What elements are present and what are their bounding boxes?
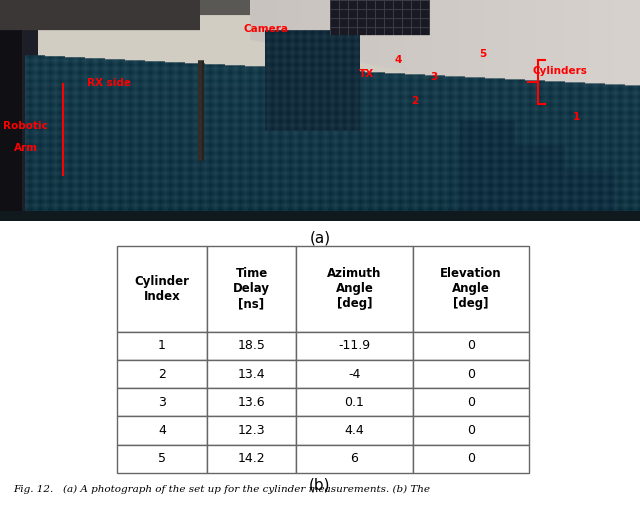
Text: Fig. 12.   (a) A photograph of the set up for the cylinder measurements. (b) The: Fig. 12. (a) A photograph of the set up … xyxy=(13,485,430,494)
Text: 4: 4 xyxy=(394,55,402,65)
Text: TX: TX xyxy=(358,69,374,79)
Text: RX side: RX side xyxy=(87,78,131,88)
Text: 3: 3 xyxy=(430,72,438,82)
Text: (b): (b) xyxy=(309,478,331,493)
Text: Robotic: Robotic xyxy=(3,121,48,131)
Text: Camera: Camera xyxy=(243,24,288,34)
Text: Cylinders: Cylinders xyxy=(532,66,588,76)
Text: 5: 5 xyxy=(479,49,487,59)
Text: (a): (a) xyxy=(309,230,331,245)
Text: 2: 2 xyxy=(411,96,419,106)
Text: Arm: Arm xyxy=(13,143,38,153)
Text: 1: 1 xyxy=(572,112,580,122)
